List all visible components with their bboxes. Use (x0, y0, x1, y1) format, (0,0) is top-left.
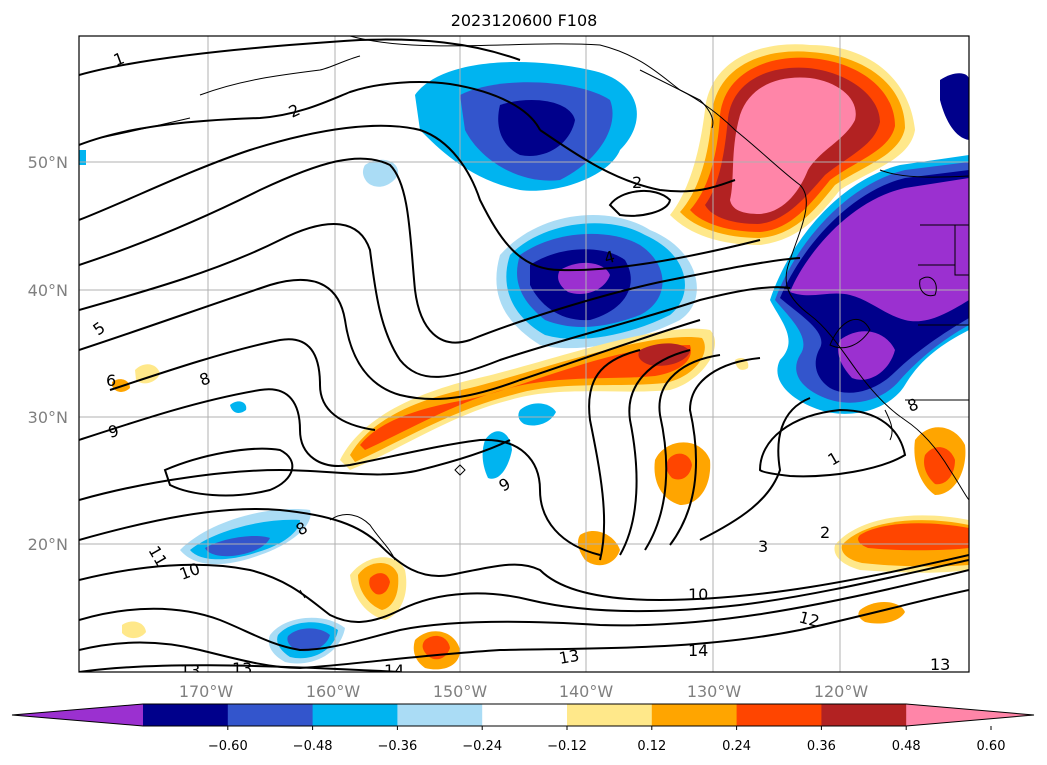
colorbar-tick-label: −0.48 (293, 739, 333, 754)
lon-label: 170°W (179, 682, 234, 701)
colorbar-tick-label: 0.60 (977, 739, 1006, 754)
contour-label: 14 (384, 661, 404, 680)
lat-label: 40°N (28, 281, 68, 300)
colorbar-segment (821, 704, 906, 726)
lat-label: 30°N (28, 408, 68, 427)
lon-label: 150°W (433, 682, 488, 701)
contour-label: 10 (688, 585, 708, 604)
colorbar-tick-label: 0.36 (807, 739, 836, 754)
colorbar-segment (652, 704, 737, 726)
lon-label: 140°W (559, 682, 614, 701)
lon-label: 120°W (814, 682, 869, 701)
latitude-labels: 50°N 40°N 30°N 20°N (28, 153, 68, 554)
colorbar-tick-label: 0.24 (722, 739, 751, 754)
colorbar-extend-max (906, 704, 1034, 726)
colorbar-segment (143, 704, 228, 726)
contour-label: 3 (758, 537, 768, 556)
contour-label: 13 (557, 646, 580, 668)
colorbar-extend-min (12, 704, 143, 726)
colorbar-segment (313, 704, 398, 726)
colorbar-segment (397, 704, 482, 726)
colorbar-segment (482, 704, 567, 726)
lat-label: 20°N (28, 535, 68, 554)
map-title: 2023120600 F108 (451, 11, 598, 30)
contour-label: 13 (930, 655, 950, 674)
lon-label: 160°W (306, 682, 361, 701)
colorbar-tick-label: 0.48 (892, 739, 921, 754)
colorbar-tick-label: −0.60 (208, 739, 248, 754)
contour-label: 6 (106, 371, 116, 390)
lon-label: 130°W (687, 682, 742, 701)
colorbar-segment (737, 704, 822, 726)
colorbar: −0.60 −0.48 −0.36 −0.24 −0.12 0.12 0.24 0.36 0.4… (12, 704, 1034, 754)
colorbar-segment (228, 704, 313, 726)
contour-label: 13 (232, 659, 252, 678)
colorbar-tick-label: 0.12 (637, 739, 666, 754)
contour-label: 2 (632, 173, 642, 192)
contour-label: 2 (820, 523, 830, 542)
contour-label: 14 (688, 641, 708, 660)
colorbar-tick-label: −0.12 (547, 739, 587, 754)
colorbar-tick-label: −0.36 (377, 739, 417, 754)
contour-label: 13 (180, 661, 200, 680)
colorbar-segment (567, 704, 652, 726)
lat-label: 50°N (28, 153, 68, 172)
colorbar-tick-label: −0.24 (462, 739, 502, 754)
map-area: 1 2 2 4 5 6 8 8 9 9 10 11 13 13 14 13 14… (76, 36, 969, 680)
longitude-labels: 170°W 160°W 150°W 140°W 130°W 120°W (179, 682, 869, 701)
